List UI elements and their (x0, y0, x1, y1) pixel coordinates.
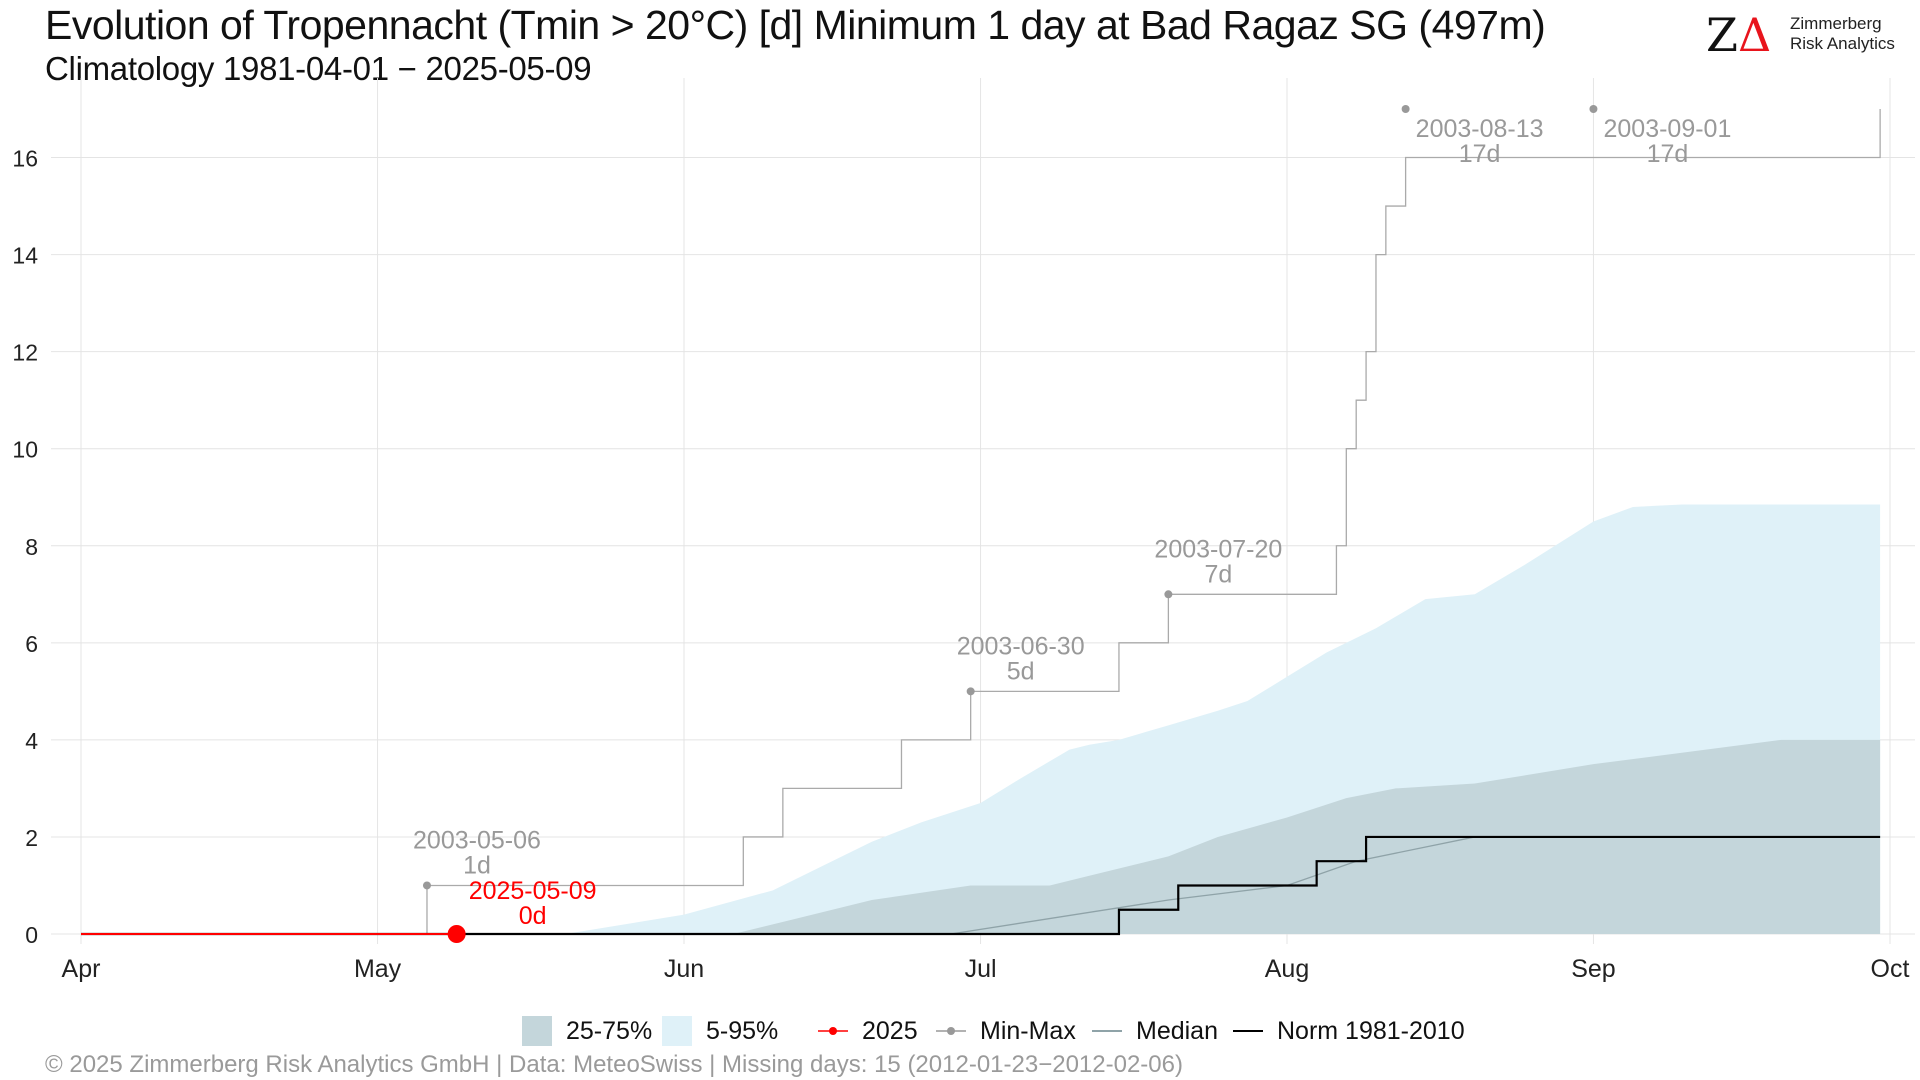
legend-item: 25-75% (522, 1012, 652, 1050)
legend-label: Norm 1981-2010 (1277, 1016, 1465, 1045)
annotation-point (1401, 105, 1410, 113)
legend-item: Min-Max (936, 1012, 1076, 1050)
y-tick-label: 4 (25, 728, 38, 754)
chart-subtitle: Climatology 1981-04-01 − 2025-05-09 (45, 50, 592, 87)
annotation-date: 2003-09-01 (1603, 115, 1731, 143)
legend-swatch (936, 1027, 966, 1035)
x-tick-label: May (354, 955, 402, 983)
x-tick-label: Jul (965, 955, 997, 983)
legend-label: 2025 (862, 1016, 918, 1045)
series-min-max (81, 109, 1881, 935)
legend-item: 5-95% (662, 1012, 778, 1050)
y-tick-label: 6 (25, 631, 38, 657)
band-25-75- (81, 739, 1881, 934)
annotation-days: 1d (463, 851, 491, 879)
annotation-point (1589, 105, 1598, 113)
footer-credits: © 2025 Zimmerberg Risk Analytics GmbH | … (45, 1051, 1183, 1078)
annotation-days: 5d (1007, 657, 1035, 685)
legend-label: 25-75% (566, 1016, 653, 1045)
y-tick-label: 10 (12, 437, 38, 463)
percentile-bands (81, 504, 1881, 934)
legend-swatch-fill (662, 1016, 692, 1046)
y-tick-label: 12 (12, 340, 38, 366)
axis-labels: 0 2 4 6 8 10 12 14 16 Apr May Jun Jul Aug Sep Oct (12, 146, 1909, 983)
legend-swatch (1092, 1030, 1122, 1032)
y-tick-label: 16 (12, 146, 38, 172)
y-tick-label: 2 (25, 825, 38, 851)
legend-swatch (818, 1027, 848, 1035)
annotation-days: 17d (1647, 140, 1689, 168)
annotation-date: 2003-07-20 (1154, 535, 1282, 563)
y-tick-label: 8 (25, 534, 38, 560)
x-tick-label: Sep (1571, 955, 1615, 983)
annotation-point (966, 687, 975, 696)
annotation-point (1164, 590, 1173, 599)
logo-line-2: Risk Analytics (1790, 34, 1895, 53)
legend-label: Min-Max (980, 1016, 1076, 1045)
chart-title: Evolution of Tropennacht (Tmin > 20°C) [… (45, 2, 1546, 48)
legend: 25-75% 5-95% 2025 Min-Max Median Norm 1981-20… (0, 1012, 1920, 1050)
x-tick-label: Apr (62, 955, 101, 983)
annotation-date: 2003-06-30 (957, 632, 1085, 660)
annotation-date: 2003-08-13 (1416, 115, 1544, 143)
logo-line-1: Zimmerberg (1790, 14, 1882, 33)
x-tick-label: Oct (1871, 955, 1910, 983)
company-logo: ZΔ Zimmerberg Risk Analytics (1706, 10, 1906, 60)
legend-swatch (662, 1016, 692, 1046)
annotation-point (447, 925, 466, 943)
annotation-date: 2003-05-06 (413, 826, 541, 854)
legend-item: Norm 1981-2010 (1233, 1012, 1465, 1050)
legend-swatch-fill (522, 1016, 552, 1046)
legend-swatch (1233, 1030, 1263, 1032)
annotation-days: 0d (519, 902, 547, 930)
logo-mark: ZΔ (1706, 8, 1772, 62)
legend-label: Median (1136, 1016, 1218, 1045)
y-tick-label: 14 (12, 243, 38, 269)
series-lines (81, 109, 1881, 936)
x-tick-label: Jun (664, 955, 704, 983)
annotation-days: 17d (1459, 140, 1501, 168)
legend-item: 2025 (818, 1012, 918, 1050)
legend-swatch-dot (947, 1027, 955, 1035)
annotation-days: 7d (1204, 560, 1232, 588)
logo-text: Zimmerberg Risk Analytics (1790, 14, 1895, 54)
annotation-point (422, 881, 431, 890)
y-tick-label: 0 (25, 922, 38, 948)
series-norm-1981-2010 (81, 835, 1881, 936)
legend-label: 5-95% (706, 1016, 779, 1045)
annotation-date: 2025-05-09 (469, 877, 597, 905)
x-tick-label: Aug (1265, 955, 1309, 983)
legend-swatch-dot (829, 1027, 837, 1035)
legend-item: Median (1092, 1012, 1218, 1050)
legend-swatch (522, 1016, 552, 1046)
